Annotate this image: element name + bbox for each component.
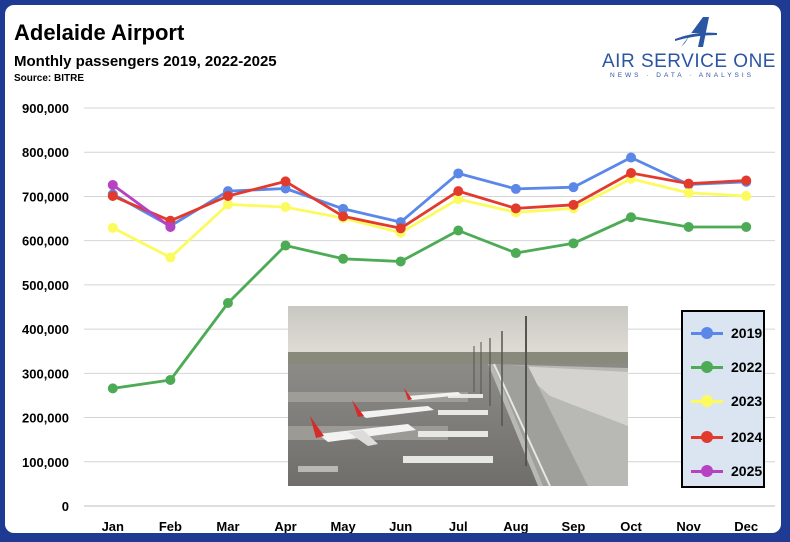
y-tick-label: 300,000 xyxy=(22,366,69,381)
x-tick-label: Jun xyxy=(389,519,412,533)
legend-item-2024: 2024 xyxy=(683,426,763,448)
legend-label: 2025 xyxy=(731,463,763,479)
data-point xyxy=(338,211,349,222)
legend-label: 2024 xyxy=(731,429,763,445)
y-tick-label: 900,000 xyxy=(22,101,69,116)
data-point xyxy=(683,178,694,189)
legend-item-2019: 2019 xyxy=(683,322,763,344)
data-point xyxy=(338,253,349,264)
brand-logo-icon xyxy=(675,17,717,47)
chart-subtitle: Monthly passengers 2019, 2022-2025 xyxy=(14,53,277,70)
series-2024 xyxy=(107,168,752,234)
x-tick-label: Aug xyxy=(503,519,528,533)
data-point xyxy=(107,383,118,394)
data-point xyxy=(741,191,752,202)
gridlines xyxy=(84,107,775,507)
series-line xyxy=(112,156,747,228)
legend-item-2022: 2022 xyxy=(683,356,763,378)
series-2023 xyxy=(107,173,752,263)
legend-marker xyxy=(701,395,713,407)
x-axis-ticks: Jan Feb Mar Apr May Jun Jul Aug Sep Oct Nov Dec xyxy=(102,519,759,533)
data-point xyxy=(165,252,176,263)
legend-marker xyxy=(701,361,713,373)
data-point xyxy=(280,202,291,213)
x-tick-label: Mar xyxy=(216,519,239,533)
data-point xyxy=(626,168,637,179)
data-point xyxy=(453,225,464,236)
data-point xyxy=(107,222,118,233)
data-point xyxy=(626,152,637,163)
data-point xyxy=(453,194,464,205)
source-note: Source: BITRE xyxy=(14,73,85,84)
data-point xyxy=(165,374,176,385)
y-tick-label: 800,000 xyxy=(22,145,69,160)
data-point xyxy=(165,221,176,232)
series-2019 xyxy=(107,152,752,232)
x-tick-label: Oct xyxy=(620,519,642,533)
legend-item-2025: 2025 xyxy=(683,460,763,482)
data-point xyxy=(280,240,291,251)
data-point xyxy=(107,179,118,190)
data-point xyxy=(510,248,521,259)
y-tick-label: 400,000 xyxy=(22,322,69,337)
legend-marker xyxy=(701,465,713,477)
x-tick-label: Nov xyxy=(676,519,701,533)
x-tick-label: Jul xyxy=(449,519,468,533)
data-point xyxy=(222,298,233,309)
brand-tagline: NEWS · DATA · ANALYSIS xyxy=(610,72,755,79)
data-point xyxy=(683,187,694,198)
data-point xyxy=(395,256,406,267)
data-point xyxy=(222,191,233,202)
data-point xyxy=(453,168,464,179)
x-tick-label: Sep xyxy=(562,519,586,533)
series-2022 xyxy=(107,212,752,394)
x-tick-label: Apr xyxy=(274,519,296,533)
data-point xyxy=(107,191,118,202)
airport-photo xyxy=(288,306,628,486)
x-tick-label: Feb xyxy=(159,519,182,533)
brand-name: AIR SERVICE ONE xyxy=(602,51,776,72)
chart-legend: 2019 2022 2023 2024 2025 xyxy=(681,310,765,488)
series-2025 xyxy=(107,179,176,232)
data-point xyxy=(280,183,291,194)
series-lines xyxy=(107,152,752,394)
data-point xyxy=(741,175,752,186)
data-point xyxy=(741,221,752,232)
legend-label: 2023 xyxy=(731,393,763,409)
chart-title: Adelaide Airport xyxy=(14,20,185,45)
y-tick-label: 0 xyxy=(62,499,69,514)
data-point xyxy=(568,238,579,249)
y-tick-label: 600,000 xyxy=(22,234,69,249)
data-point xyxy=(626,212,637,223)
data-point xyxy=(568,182,579,193)
chart-frame: 0 100,000 200,000 300,000 400,000 500,000 600,… xyxy=(5,5,781,533)
x-tick-label: Jan xyxy=(102,519,124,533)
data-point xyxy=(453,186,464,197)
series-line xyxy=(112,171,747,230)
series-line xyxy=(112,177,747,259)
series-line xyxy=(111,183,172,229)
data-point xyxy=(683,221,694,232)
legend-label: 2019 xyxy=(731,325,763,341)
series-line xyxy=(112,215,747,390)
y-tick-label: 700,000 xyxy=(22,189,69,204)
y-axis-ticks: 0 100,000 200,000 300,000 400,000 500,000 600,… xyxy=(22,101,69,514)
data-point xyxy=(222,199,233,210)
y-tick-label: 200,000 xyxy=(22,411,69,426)
x-tick-label: Dec xyxy=(734,519,758,533)
data-point xyxy=(568,199,579,210)
legend-marker xyxy=(701,431,713,443)
data-point xyxy=(510,203,521,214)
x-tick-label: May xyxy=(330,519,356,533)
legend-item-2023: 2023 xyxy=(683,390,763,412)
data-point xyxy=(280,176,291,187)
y-tick-label: 500,000 xyxy=(22,278,69,293)
data-point xyxy=(395,223,406,234)
data-point xyxy=(338,203,349,214)
data-point xyxy=(510,183,521,194)
y-tick-label: 100,000 xyxy=(22,455,69,470)
chart-canvas: 0 100,000 200,000 300,000 400,000 500,000 600,… xyxy=(22,101,775,533)
legend-marker xyxy=(701,327,713,339)
legend-label: 2022 xyxy=(731,359,763,375)
